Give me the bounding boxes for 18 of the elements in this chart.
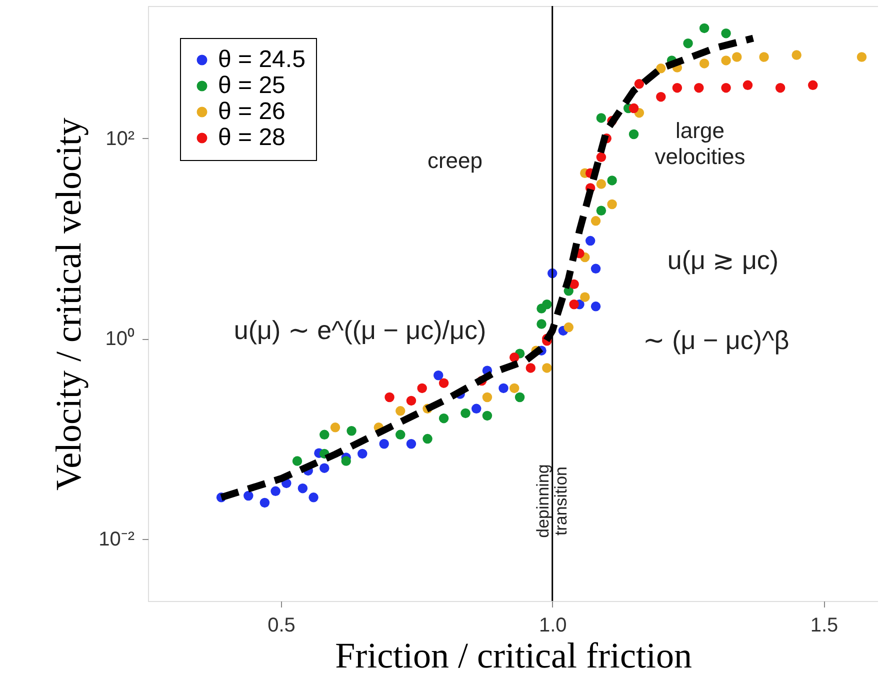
- y-tick-label: 10²: [106, 128, 135, 150]
- annotation: u(μ) ∼ e^((μ − μc)/μc): [234, 315, 486, 345]
- annotation: creep: [427, 148, 483, 173]
- y-tick-label: 10⁰: [105, 327, 134, 350]
- legend-label: θ = 26: [218, 98, 286, 125]
- x-tick-label: 1.5: [810, 614, 838, 636]
- legend-label: θ = 28: [218, 124, 286, 151]
- x-tick-label: 1.0: [538, 614, 567, 636]
- annotation: u(μ ≳ μc): [667, 245, 779, 275]
- y-axis-title: Velocity / critical velocity: [48, 118, 89, 490]
- legend-label: θ = 24.5: [218, 46, 306, 73]
- annotation: ∼ (μ − μc)^β: [642, 325, 790, 355]
- x-axis-title: Friction / critical friction: [335, 636, 692, 676]
- legend-label: θ = 25: [218, 72, 286, 99]
- annotation: large velocities: [654, 118, 746, 169]
- y-tick-label: 10⁻²: [98, 528, 135, 550]
- x-tick-label: 0.5: [268, 614, 296, 636]
- ref-line-label: depinning transition: [533, 464, 570, 538]
